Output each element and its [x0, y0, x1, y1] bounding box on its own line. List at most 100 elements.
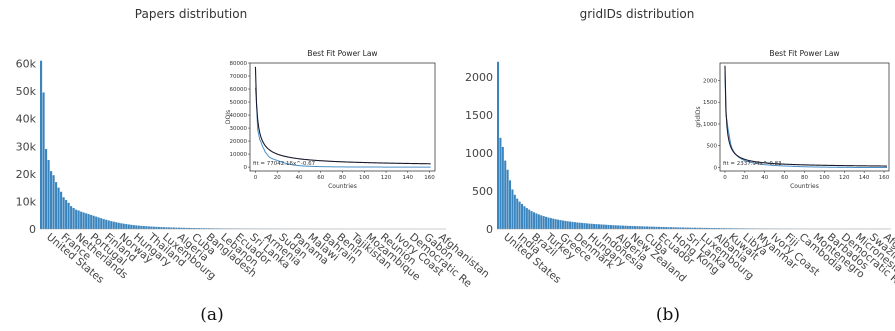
bar [710, 228, 713, 229]
y-tick-label: 0 [486, 223, 493, 236]
chart-title: gridIDs distribution [580, 7, 695, 21]
bar [566, 221, 569, 229]
bar [706, 227, 709, 229]
inset-y-tick-label: 10000 [230, 152, 248, 158]
bar [87, 214, 90, 229]
inset-y-tick-label: 40000 [230, 113, 248, 119]
bar [132, 225, 135, 229]
y-tick-label: 1500 [465, 109, 493, 122]
bar [97, 217, 100, 229]
bar [573, 222, 576, 229]
bar [701, 227, 704, 229]
bar [552, 218, 555, 229]
bar [600, 224, 603, 229]
bar [638, 226, 641, 229]
bar [641, 226, 644, 229]
bar [187, 227, 190, 229]
bar [742, 228, 745, 229]
bar [140, 225, 143, 229]
bar [142, 226, 145, 229]
bar [137, 225, 140, 229]
bar [182, 227, 185, 229]
bar [215, 228, 218, 229]
bar [679, 227, 682, 229]
bar [202, 228, 206, 229]
bar [125, 224, 128, 229]
bar [669, 227, 673, 229]
bar [157, 226, 160, 229]
bar [614, 225, 617, 229]
bar [115, 222, 118, 229]
inset-x-tick-label: 60 [781, 175, 788, 181]
bar [737, 228, 740, 229]
bar [576, 222, 579, 229]
bar [175, 227, 178, 229]
bar [523, 206, 526, 229]
bar [200, 228, 203, 229]
bar [612, 225, 615, 229]
inset-y-tick-label: 70000 [230, 74, 248, 80]
bar [739, 228, 742, 229]
bar [657, 226, 660, 229]
panel-a: Papers distribution 010k20k30k40k50k60kU… [16, 7, 492, 325]
bar [585, 223, 588, 229]
bar [147, 226, 150, 229]
inset-y-tick-label: 60000 [230, 87, 248, 93]
inset-y-tick-label: 20000 [230, 139, 248, 145]
inset-x-tick-label: 20 [274, 175, 281, 181]
bar [655, 226, 658, 229]
inset-x-tick-label: 20 [741, 175, 748, 181]
bar [744, 228, 747, 229]
inset-y-tick-label: 0 [244, 165, 248, 171]
bar [694, 227, 697, 229]
bar [540, 215, 543, 229]
bar [629, 225, 632, 229]
bar [633, 226, 636, 229]
inset-y-label: DOIs [225, 110, 232, 124]
bar [667, 227, 670, 229]
bar [205, 228, 208, 229]
bar [645, 226, 648, 229]
y-tick-label: 10k [16, 195, 37, 208]
bar [82, 212, 85, 229]
bar [602, 224, 605, 229]
bar [152, 226, 155, 229]
bar [72, 208, 75, 229]
inset-fit-annotation: fit = 77042.16x^-0.67 [253, 161, 316, 167]
bar [85, 213, 88, 229]
bar [155, 226, 158, 229]
bar [653, 226, 656, 229]
bar [581, 222, 584, 229]
bar [593, 223, 596, 229]
inset-x-tick-label: 0 [723, 175, 727, 181]
bar [100, 218, 103, 229]
bar [691, 227, 694, 229]
inset-title: Best Fit Power Law [307, 49, 377, 58]
y-tick-label: 0 [29, 223, 36, 236]
bar [619, 225, 622, 229]
inset-fit-line [254, 66, 431, 165]
bar [52, 175, 55, 229]
bar [516, 198, 519, 229]
inset-x-tick-label: 140 [403, 175, 414, 181]
inset-x-tick-label: 0 [254, 175, 258, 181]
y-tick-label: 60k [16, 58, 37, 71]
bar [588, 223, 591, 229]
inset-fit-annotation: fit = 2337.94x^-0.83 [723, 161, 782, 167]
inset-data-line [254, 87, 431, 168]
bar [165, 227, 168, 229]
bar [559, 220, 562, 229]
bar [192, 228, 196, 229]
inset-y-label: gridIDs [695, 106, 702, 127]
bar [578, 222, 581, 229]
y-tick-label: 20k [16, 168, 37, 181]
bar [624, 225, 627, 229]
bar [617, 225, 620, 229]
bar [117, 222, 120, 229]
bar [190, 227, 193, 229]
bar [45, 149, 48, 229]
bar [195, 228, 198, 229]
bar [583, 223, 586, 229]
bar [521, 203, 524, 229]
bar [62, 197, 65, 229]
